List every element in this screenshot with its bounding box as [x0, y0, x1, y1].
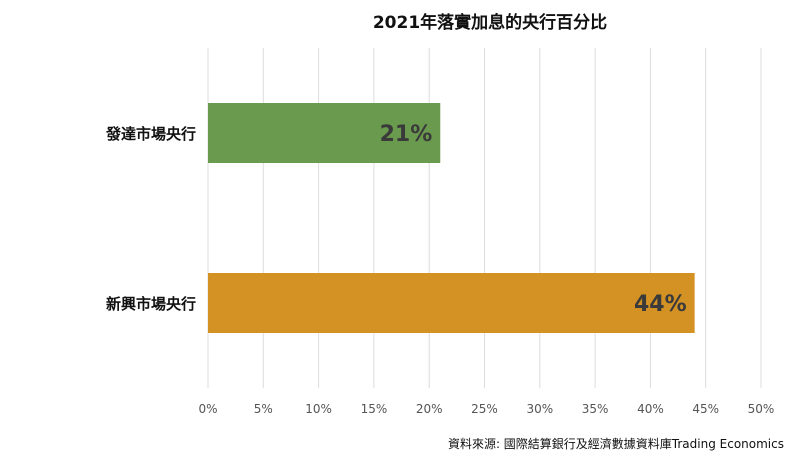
bar — [208, 273, 695, 333]
x-tick-label: 35% — [582, 402, 609, 416]
x-tick-label: 50% — [748, 402, 775, 416]
x-tick-label: 25% — [471, 402, 498, 416]
x-tick-label: 30% — [526, 402, 553, 416]
x-tick-label: 45% — [692, 402, 719, 416]
chart-title: 2021年落實加息的央行百分比 — [373, 12, 607, 33]
x-axis-ticks: 0% 5% 10% 15% 20% 25% 30% 35% 40% 45% 50% — [198, 402, 774, 416]
source-note: 資料來源: 國際結算銀行及經濟數據資料庫Trading Economics — [448, 436, 784, 451]
grid-lines — [207, 48, 762, 388]
x-tick-label: 0% — [198, 402, 217, 416]
x-tick-label: 20% — [416, 402, 443, 416]
x-tick-label: 10% — [305, 402, 332, 416]
bar — [208, 103, 441, 163]
bar-value-label: 44% — [634, 292, 687, 317]
x-tick-label: 5% — [254, 402, 273, 416]
x-tick-label: 40% — [637, 402, 664, 416]
bar-value-label: 21% — [380, 122, 433, 147]
category-label: 發達市場央行 — [105, 125, 196, 143]
x-tick-label: 15% — [361, 402, 388, 416]
bars: 21% 44% — [208, 103, 695, 333]
category-label: 新興市場央行 — [106, 295, 196, 313]
